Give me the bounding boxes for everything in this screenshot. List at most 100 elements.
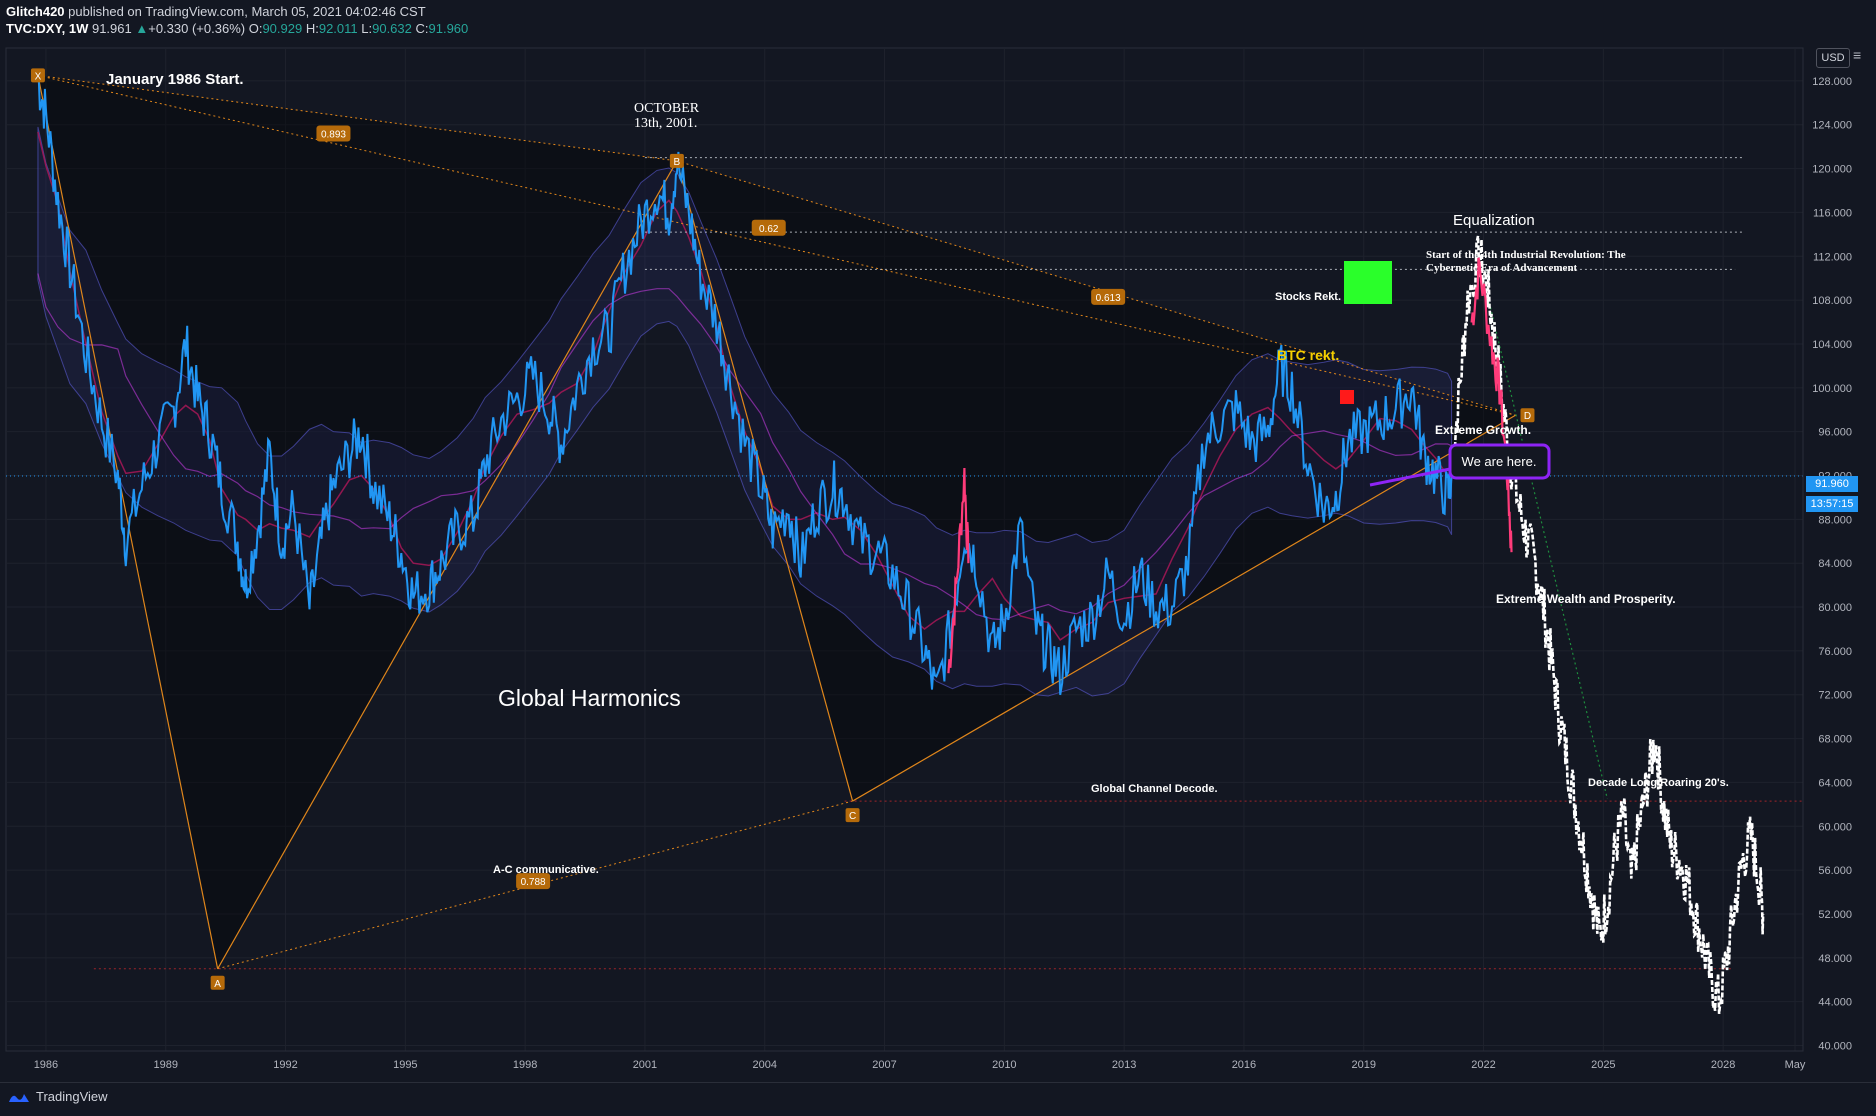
brand-label: TradingView (36, 1089, 108, 1104)
y-tick-label: 52.000 (1818, 909, 1852, 921)
y-tick-label: 80.000 (1818, 602, 1852, 614)
annotation-october: OCTOBER (634, 101, 700, 116)
y-tick-label: 128.000 (1812, 76, 1852, 88)
y-tick-label: 96.000 (1818, 427, 1852, 439)
y-tick-label: 48.000 (1818, 953, 1852, 965)
dxy-price-line (37, 80, 1453, 696)
ratio-labels: 0.893 0.62 0.613 0.788 (316, 125, 1126, 890)
pink-highlight-2008 (947, 467, 970, 674)
pattern-ratio-line (676, 160, 1516, 416)
pattern-leg (37, 75, 219, 969)
publisher-name[interactable]: Glitch420 (6, 4, 65, 19)
x-tick-label: 2022 (1471, 1059, 1495, 1071)
ratio-badge: 0.613 (1091, 288, 1126, 305)
annotation-extreme-growth: Extreme Growth. (1435, 423, 1531, 437)
up-arrow-icon: ▲ (135, 21, 149, 36)
y-tick-label: 108.000 (1812, 295, 1852, 307)
time-axis[interactable]: 1986 1989 1992 1995 1998 2001 2004 2007 2010 2013… (34, 1059, 1806, 1071)
pattern-markers: X A B C D (30, 68, 1535, 990)
x-tick-label: 1998 (513, 1059, 537, 1071)
close-label: C: (415, 21, 429, 36)
horizontal-levels (6, 157, 1803, 970)
pattern-point-b: B (669, 153, 684, 168)
ratio-badge-box (1091, 288, 1126, 305)
pattern-point-x: X (30, 68, 45, 83)
annotation-equalization: Equalization (1453, 212, 1535, 229)
open-label: O: (248, 21, 263, 36)
x-tick-label: 2019 (1351, 1059, 1375, 1071)
x-tick-label: 2001 (633, 1059, 657, 1071)
ratio-badge: 0.788 (516, 873, 551, 890)
annotation-industrial-line1: Start of the 4th Industrial Revolution: … (1426, 249, 1626, 261)
ratio-badge-label: 0.893 (321, 130, 346, 141)
pattern-point-label: D (1524, 411, 1531, 422)
band-fill (37, 126, 1453, 697)
callout-pointer (1369, 467, 1451, 487)
y-tick-label: 124.000 (1812, 120, 1852, 132)
annotation-extreme-wealth: Extreme Wealth and Prosperity. (1496, 592, 1676, 606)
annotation-start: January 1986 Start. (106, 71, 244, 88)
close-value: 91.960 (428, 21, 469, 36)
x-tick-label: 1995 (393, 1059, 417, 1071)
harmonic-pattern-fill (37, 75, 1516, 969)
annotation-global-harmonics: Global Harmonics (498, 685, 681, 711)
pattern-point-label: A (214, 979, 221, 990)
ratio-badge-box (316, 125, 351, 142)
y-tick-label: 44.000 (1818, 997, 1852, 1009)
pattern-point-box (30, 68, 45, 83)
plot-area[interactable] (5, 47, 1804, 1052)
pattern-point-label: C (849, 811, 856, 822)
y-tick-label: 60.000 (1818, 821, 1852, 833)
annotation-roaring: Decade Long Roaring 20's. (1588, 777, 1729, 789)
y-tick-label: 68.000 (1818, 734, 1852, 746)
y-tick-label: 40.000 (1818, 1041, 1852, 1053)
y-tick-label: 100.000 (1812, 383, 1852, 395)
currency-button[interactable]: USD (1816, 48, 1850, 68)
ratio-badge-box (516, 873, 551, 890)
annotation-ac-communicative: A-C communicative. (493, 864, 599, 876)
annotation-stocks: Stocks Rekt. (1275, 291, 1341, 303)
projection-line (1482, 278, 1608, 800)
x-tick-label: 2016 (1232, 1059, 1256, 1071)
we-are-here-callout[interactable] (1448, 443, 1551, 480)
y-tick-label: 112.000 (1813, 251, 1852, 263)
callout-text: We are here. (1462, 454, 1537, 469)
price-change: +0.330 (+0.36%) (148, 21, 246, 36)
x-tick-label: 2025 (1591, 1059, 1615, 1071)
pattern-leg (217, 160, 678, 970)
pattern-point-a: A (210, 975, 225, 990)
y-tick-label: 88.000 (1818, 514, 1852, 526)
symbol-name[interactable]: TVC:DXY, 1W (6, 21, 89, 36)
publish-info: Glitch420 published on TradingView.com, … (6, 3, 426, 20)
y-tick-label: 64.000 (1818, 777, 1852, 789)
x-tick-label: 1986 (34, 1059, 58, 1071)
tradingview-logo[interactable]: TradingView (8, 1089, 108, 1104)
y-tick-label: 72.000 (1818, 690, 1852, 702)
y-tick-label: 84.000 (1818, 558, 1852, 570)
price-axis[interactable]: 128.000 124.000 120.000 116.000 112.000 108.0… (1812, 76, 1852, 1053)
ratio-badge-label: 0.613 (1096, 293, 1121, 304)
current-price-label: 91.960 (1806, 476, 1858, 492)
btc-rekt-box[interactable] (1340, 390, 1354, 404)
y-tick-label: 120.000 (1812, 164, 1852, 176)
tradingview-logo-icon (9, 1093, 29, 1102)
x-tick-label: May (1785, 1059, 1806, 1071)
stocks-rekt-box[interactable] (1344, 261, 1392, 304)
y-tick-label: 56.000 (1818, 865, 1852, 877)
bcd-triangle (676, 160, 1516, 802)
y-tick-label: 104.000 (1812, 339, 1852, 351)
annotation-channel-decode: Global Channel Decode. (1091, 783, 1218, 795)
price-chart[interactable]: X A B C D 0.893 0.62 0.613 0.788 128.000 124.000… (0, 0, 1876, 1082)
last-price: 91.961 (91, 21, 132, 36)
ratio-badge: 0.893 (316, 125, 351, 142)
x-tick-label: 2007 (872, 1059, 896, 1071)
pattern-point-label: X (35, 71, 42, 82)
x-tick-label: 2028 (1711, 1059, 1735, 1071)
x-tick-label: 1992 (273, 1059, 297, 1071)
chart-header: Glitch420 published on TradingView.com, … (0, 0, 1876, 40)
pattern-point-box (845, 808, 860, 823)
annotation-october-date: 13th, 2001. (634, 116, 697, 131)
pattern-point-c: C (845, 808, 860, 823)
pattern-point-label: B (674, 157, 681, 168)
menu-icon[interactable]: ≡ (1853, 47, 1862, 63)
